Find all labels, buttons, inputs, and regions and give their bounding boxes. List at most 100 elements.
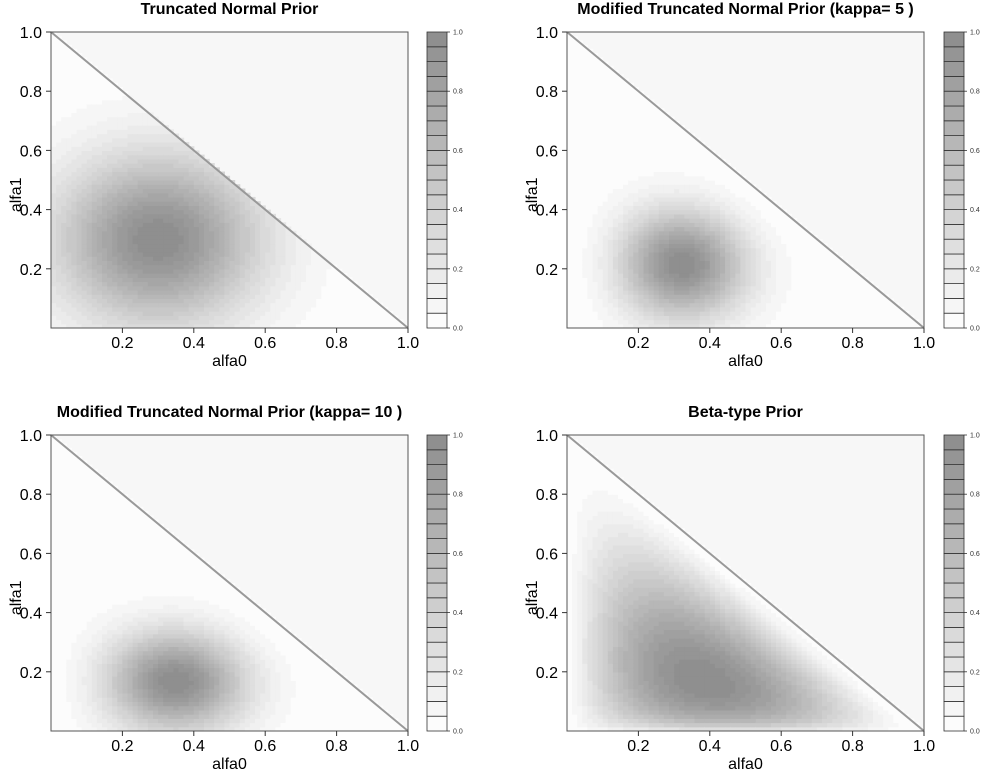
density-cell (234, 256, 241, 261)
density-cell (300, 311, 307, 316)
density-cell (122, 205, 129, 211)
density-cell (132, 141, 139, 147)
density-cell (796, 289, 803, 295)
density-cell (290, 260, 297, 266)
density-cell (331, 298, 338, 304)
density-cell (704, 268, 711, 274)
density-cell (229, 188, 236, 194)
density-cell (76, 243, 83, 249)
density-cell (699, 281, 706, 287)
density-cell (623, 264, 629, 270)
density-cell (137, 289, 144, 295)
density-cell (81, 294, 88, 299)
density-cell (689, 315, 696, 321)
density-cell (51, 180, 57, 185)
density-cell (786, 281, 792, 287)
density-cell (607, 146, 614, 151)
density-cell (623, 171, 629, 177)
density-cell (91, 260, 98, 266)
density-cell (862, 298, 869, 304)
density-cell (168, 239, 174, 245)
density-cell (572, 218, 578, 223)
density-cell (168, 294, 174, 299)
density-cell (229, 234, 236, 240)
density-cell (127, 163, 134, 168)
density-cell (572, 319, 578, 325)
density-cell (229, 239, 236, 245)
density-cell (96, 167, 103, 173)
density-cell (290, 315, 297, 321)
density-cell (81, 192, 88, 198)
density-cell (684, 196, 690, 202)
density-cell (66, 268, 72, 274)
density-cell (572, 323, 578, 328)
density-cell (714, 277, 721, 283)
density-cell (592, 268, 599, 274)
density-cell (102, 91, 108, 97)
density-cell (714, 205, 721, 211)
density-cell (270, 218, 276, 223)
density-cell (628, 129, 634, 135)
density-cell (750, 256, 757, 261)
density-cell (224, 184, 231, 190)
density-cell (81, 315, 88, 321)
density-cell (102, 133, 108, 139)
density-cell (102, 302, 108, 308)
density-cell (239, 234, 246, 240)
density-cell (704, 247, 711, 253)
density-cell (91, 188, 98, 194)
density-cell (857, 306, 864, 312)
density-cell (112, 256, 118, 261)
density-cell (720, 268, 726, 274)
density-cell (107, 82, 113, 88)
density-cell (198, 192, 205, 198)
density-cell (781, 247, 787, 253)
density-cell (674, 209, 680, 215)
density-cell (623, 91, 629, 97)
density-cell (193, 243, 200, 249)
density-cell (102, 285, 108, 291)
density-cell (694, 315, 701, 321)
density-cell (51, 154, 57, 160)
density-cell (781, 298, 787, 304)
density-cell (796, 239, 803, 245)
density-cell (142, 294, 149, 299)
density-cell (760, 268, 767, 274)
density-cell (158, 137, 164, 143)
density-cell (193, 163, 200, 168)
density-cell (572, 167, 578, 173)
density-cell (316, 273, 322, 278)
density-cell (306, 264, 312, 270)
density-cell (91, 289, 98, 295)
density-cell (51, 95, 57, 101)
density-cell (260, 285, 266, 291)
density-cell (653, 277, 660, 283)
density-cell (76, 315, 83, 321)
density-cell (704, 184, 711, 190)
density-cell (377, 311, 384, 316)
density-cell (658, 234, 665, 240)
density-cell (81, 112, 88, 118)
density-cell (740, 251, 747, 257)
density-cell (147, 218, 154, 223)
density-cell (623, 146, 629, 151)
density-cell (285, 281, 292, 287)
density-cell (699, 243, 706, 249)
density-cell (239, 323, 246, 328)
density-cell (623, 319, 629, 325)
density-cell (669, 302, 675, 308)
density-cell (295, 285, 302, 291)
density-cell (306, 268, 312, 274)
density-cell (709, 264, 716, 270)
density-cell (735, 188, 741, 194)
density-cell (127, 230, 134, 236)
density-cell (173, 264, 180, 270)
density-cell (776, 230, 782, 236)
density-cell (183, 247, 190, 253)
density-cell (567, 277, 573, 283)
density-cell (689, 209, 696, 215)
density-cell (679, 192, 685, 198)
density-cell (709, 268, 716, 274)
density-cell (66, 209, 72, 215)
density-cell (66, 184, 72, 190)
